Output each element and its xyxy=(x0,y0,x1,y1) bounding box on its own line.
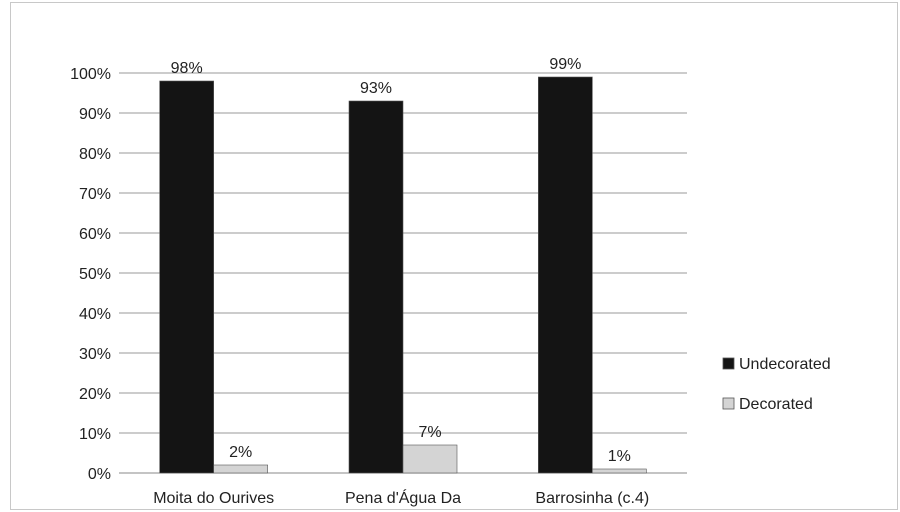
data-label: 99% xyxy=(549,56,581,73)
y-tick-label: 60% xyxy=(79,226,111,243)
legend-label: Decorated xyxy=(739,396,813,413)
legend: Undecorated Decorated xyxy=(722,356,831,413)
data-label: 98% xyxy=(171,60,203,77)
y-tick-label: 20% xyxy=(79,386,111,403)
data-labels: 98% 2% 93% 7% 99% 1% xyxy=(171,56,631,465)
y-tick-label: 70% xyxy=(79,186,111,203)
bar-decorated xyxy=(402,444,458,474)
chart-frame: 0% 10% 20% 30% 40% 50% 60% 70% 80% 90% 100% 98% 2% 9… xyxy=(10,2,898,510)
bar-undecorated xyxy=(348,100,404,474)
bar-chart: 0%10%20%30%40%50%60%70%80%90%100% 98%2%9… xyxy=(70,56,831,507)
y-tick-label: 100% xyxy=(70,66,111,83)
legend-label: Undecorated xyxy=(739,356,831,373)
data-label: 2% xyxy=(229,444,252,461)
data-label: 1% xyxy=(608,448,631,465)
bars xyxy=(159,76,647,474)
y-tick-label: 10% xyxy=(79,426,111,443)
bar-decorated xyxy=(213,464,268,474)
data-label: 7% xyxy=(418,424,441,441)
y-tick-label: 90% xyxy=(79,106,111,123)
category-label: Barrosinha (c.4) xyxy=(535,490,649,507)
bar-undecorated xyxy=(538,76,593,474)
bar-undecorated xyxy=(159,80,214,474)
legend-swatch-undecorated xyxy=(722,357,735,370)
y-axis-ticks: 0% 10% 20% 30% 40% 50% 60% 70% 80% 90% 100% xyxy=(70,66,111,483)
y-tick-label: 50% xyxy=(79,266,111,283)
y-tick-label: 80% xyxy=(79,146,111,163)
y-tick-label: 40% xyxy=(79,306,111,323)
y-tick-label: 30% xyxy=(79,346,111,363)
legend-swatch-decorated xyxy=(722,397,735,410)
bar-decorated xyxy=(592,468,647,474)
category-label: Pena d'Água Da xyxy=(345,488,461,507)
category-label: Moita do Ourives xyxy=(153,490,274,507)
x-axis-categories: Moita do Ourives Pena d'Água Da Barrosinha… xyxy=(153,488,649,507)
y-tick-label: 0% xyxy=(88,466,111,483)
data-label: 93% xyxy=(360,80,392,97)
